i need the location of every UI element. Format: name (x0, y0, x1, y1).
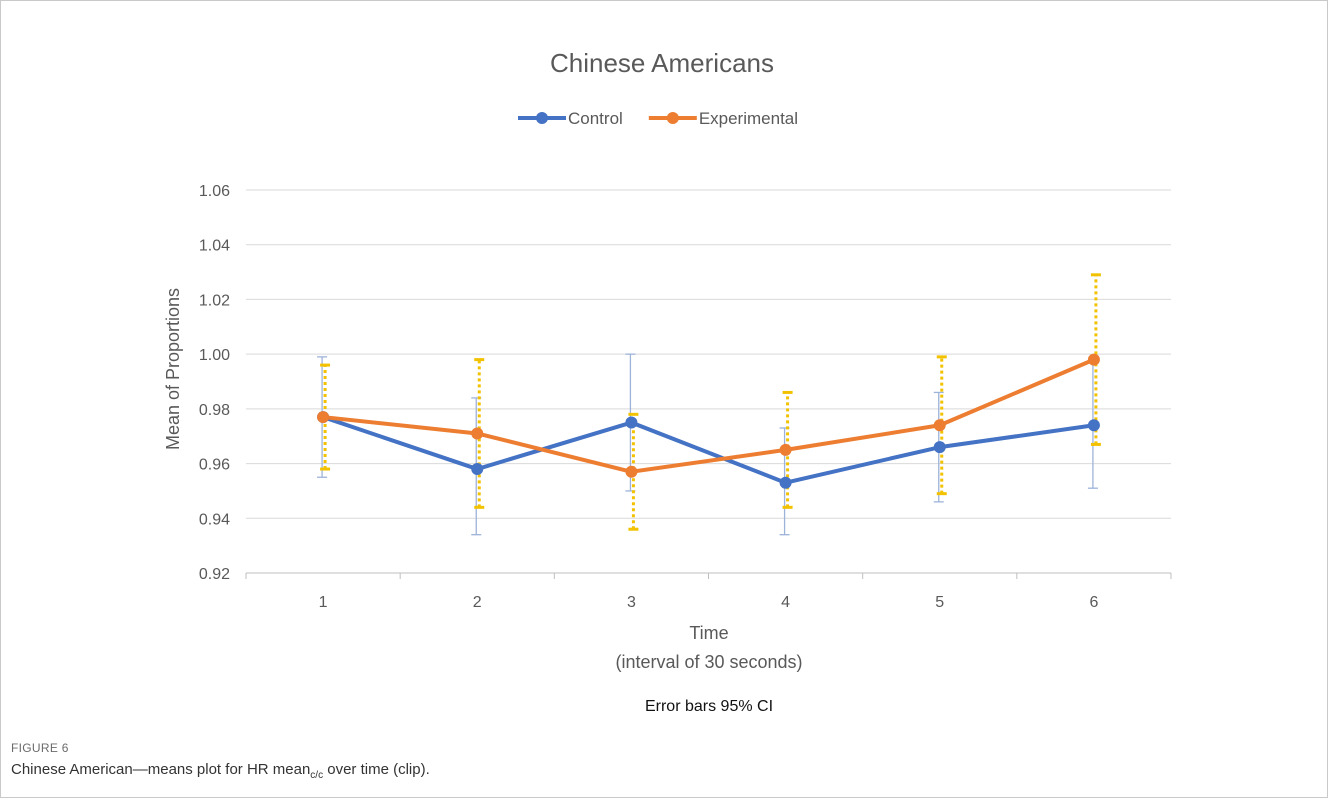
series-lines (322, 357, 1095, 485)
line-chart: Chinese Americans Control Experimental 0.… (163, 48, 1172, 715)
series-line-control (322, 415, 1095, 485)
y-tick-label: 0.92 (199, 566, 230, 583)
x-tick-label: 4 (781, 594, 790, 611)
y-axis-label: Mean of Proportions (163, 288, 183, 450)
y-tick-label: 1.04 (199, 238, 230, 255)
legend-label-control: Control (568, 109, 623, 128)
gridlines (246, 189, 1171, 519)
legend-marker-control (536, 112, 548, 124)
caption-prefix: Chinese American—means plot for HR mean (11, 761, 311, 778)
data-point-experimental (779, 443, 792, 456)
data-point-control (471, 463, 484, 476)
y-tick-label: 0.98 (199, 402, 230, 419)
data-point-control (1087, 419, 1100, 432)
data-point-experimental (317, 411, 330, 424)
data-point-experimental (625, 465, 638, 478)
y-tick-label: 0.94 (199, 511, 230, 528)
data-point-control (779, 476, 792, 489)
data-point-experimental (933, 419, 946, 432)
y-tick-label: 1.02 (199, 292, 230, 309)
x-axis-label-line1: Time (689, 623, 728, 643)
caption-subscript: c/c (310, 770, 324, 781)
x-axis-label-line2: (interval of 30 seconds) (615, 652, 802, 672)
error-bars-note: Error bars 95% CI (645, 698, 773, 715)
figure-label: FIGURE 6 (11, 741, 69, 755)
data-point-experimental (471, 427, 484, 440)
data-points (317, 353, 1100, 489)
legend-label-experimental: Experimental (699, 109, 798, 128)
data-point-control (625, 416, 638, 429)
x-tick-label: 5 (935, 594, 944, 611)
data-point-experimental (1087, 353, 1100, 366)
x-tick-label: 2 (473, 594, 482, 611)
series-line-experimental (322, 357, 1095, 474)
legend-marker-experimental (666, 112, 679, 124)
x-tick-label: 1 (319, 594, 328, 611)
x-tick-label: 6 (1089, 594, 1098, 611)
x-tick-label: 3 (627, 594, 636, 611)
legend: Control Experimental (518, 109, 798, 128)
y-tick-label: 1.06 (199, 183, 230, 200)
chart-title: Chinese Americans (550, 48, 774, 78)
axes: 0.92 0.94 0.96 0.98 1.00 1.02 1.04 1.06 1 2 3 4 5 6 (199, 183, 1172, 611)
chart-area: Chinese Americans Control Experimental 0.… (1, 1, 1327, 726)
y-tick-label: 0.96 (199, 457, 230, 474)
figure-caption: Chinese American—means plot for HR meanc… (11, 761, 430, 781)
data-point-control (933, 441, 946, 454)
y-tick-label: 1.00 (199, 347, 230, 364)
caption-suffix: over time (clip). (323, 761, 430, 778)
